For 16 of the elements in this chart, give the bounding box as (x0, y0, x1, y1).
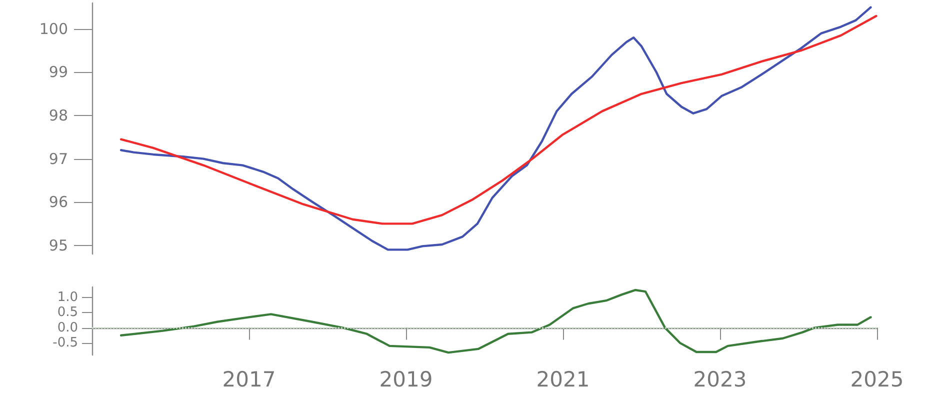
x-tick-label: 2025 (850, 368, 904, 392)
x-tick-label: 2023 (693, 368, 747, 392)
x-tick-label: 2019 (379, 368, 433, 392)
y-tick-label: 96 (48, 193, 68, 212)
x-tick-label: 2021 (536, 368, 590, 392)
x-tick-label: 2017 (222, 368, 276, 392)
y-tick-label: 0.5 (57, 305, 78, 320)
y-tick-label: 1.0 (57, 290, 78, 306)
line-series (120, 288, 872, 354)
y-tick-label: -0.5 (52, 335, 78, 350)
y-tick-label: 95 (48, 236, 68, 254)
y-tick-label: 99 (48, 63, 68, 82)
y-tick-label: 100 (39, 20, 68, 38)
y-tick-label: 98 (48, 106, 68, 125)
y-tick-label: 97 (48, 150, 68, 168)
y-tick-label: 0.0 (57, 320, 78, 336)
